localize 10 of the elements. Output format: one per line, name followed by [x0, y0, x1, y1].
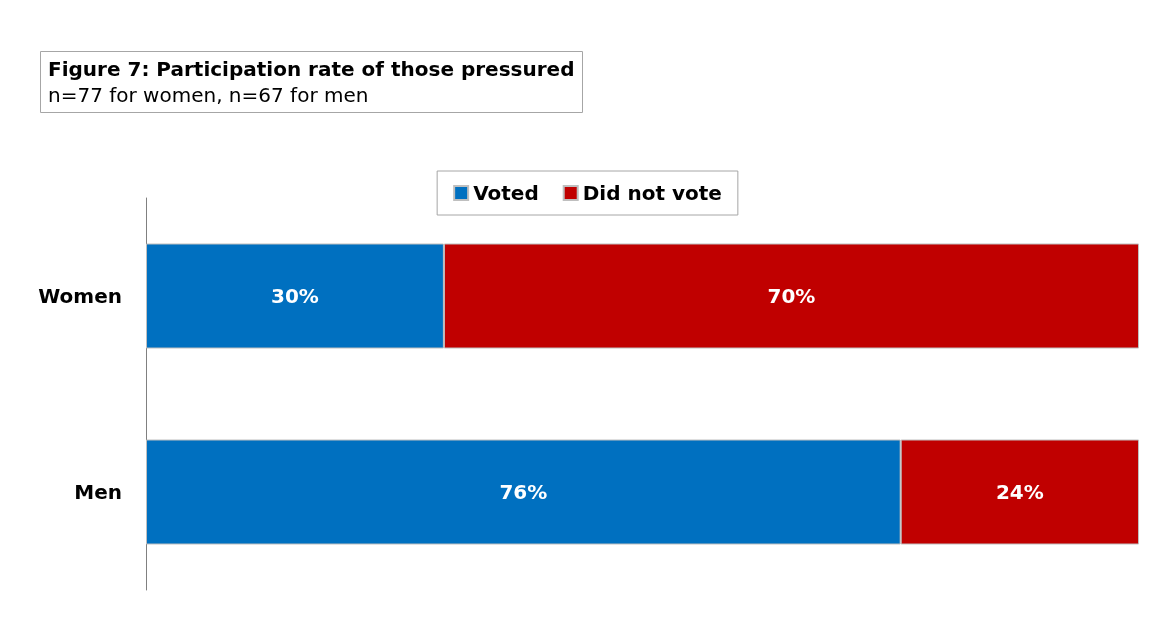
data-label: 30%: [271, 284, 319, 308]
data-label: 76%: [499, 480, 548, 504]
legend-label: Voted: [473, 181, 539, 205]
y-tick-label: Women: [38, 284, 122, 308]
legend-label: Did not vote: [582, 181, 722, 205]
y-tick-label: Men: [74, 480, 122, 504]
data-label: 70%: [767, 284, 816, 308]
data-label: 24%: [995, 480, 1044, 504]
chart-subtitle: n=77 for women, n=67 for men: [48, 83, 369, 107]
chart-title: Figure 7: Participation rate of those pressured: [48, 57, 575, 81]
